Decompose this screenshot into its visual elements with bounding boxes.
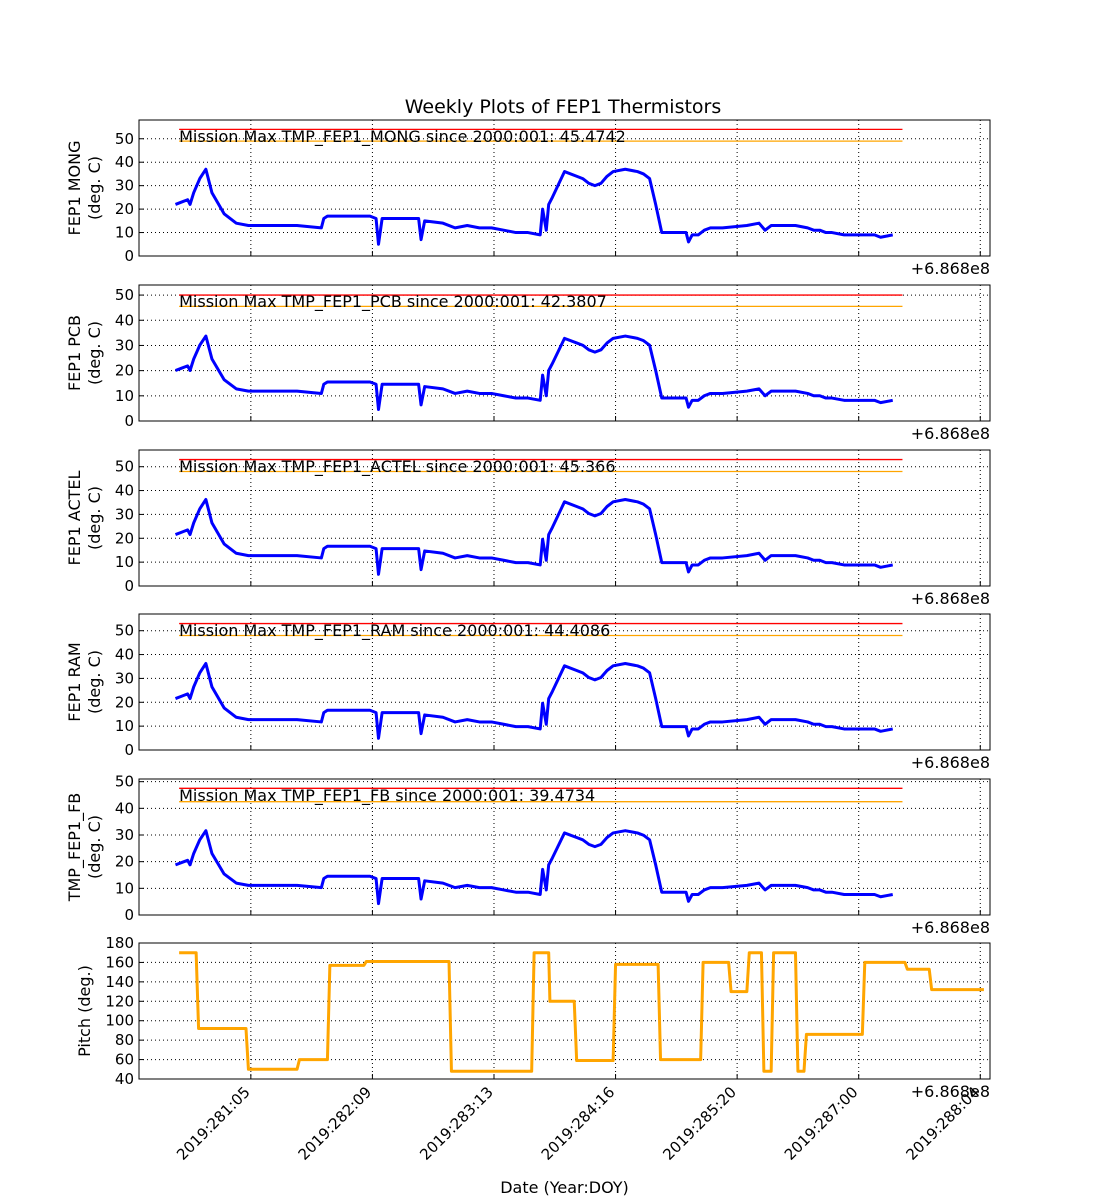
axis-offset-text: +6.868e8: [911, 1082, 990, 1101]
y-tick-label: 0: [124, 906, 134, 924]
series-line-0: [174, 167, 894, 246]
y-axis-label: TMP_FEP1_FB: [65, 793, 85, 903]
series-line-0: [174, 497, 894, 576]
axis-offset-text: +6.868e8: [911, 424, 990, 443]
series-line-0: [174, 829, 894, 906]
axis-offset-text: +6.868e8: [911, 589, 990, 608]
y-tick-label: 10: [115, 224, 134, 242]
y-tick-label: 80: [115, 1031, 134, 1049]
panel-annotation: Mission Max TMP_FEP1_MONG since 2000:001…: [179, 127, 626, 147]
y-tick-label: 10: [115, 879, 134, 897]
y-tick-label: 20: [115, 362, 134, 380]
y-tick-label: 120: [105, 992, 134, 1010]
y-tick-label: 0: [124, 247, 134, 265]
y-tick-label: 30: [115, 336, 134, 354]
axis-offset-text: +6.868e8: [911, 259, 990, 278]
panel-annotation: Mission Max TMP_FEP1_RAM since 2000:001:…: [179, 621, 610, 641]
y-tick-label: 20: [115, 529, 134, 547]
y-tick-label: 50: [115, 286, 134, 304]
y-tick-label: 0: [124, 577, 134, 595]
y-tick-label: 30: [115, 505, 134, 523]
panel-annotation: Mission Max TMP_FEP1_ACTEL since 2000:00…: [179, 457, 615, 477]
y-axis-label: FEP1 PCB: [65, 315, 84, 391]
y-tick-label: 140: [105, 973, 134, 991]
y-tick-label: 40: [115, 1070, 134, 1088]
y-axis-label: (deg. C): [85, 815, 104, 879]
panel-0: 0 10 20 30 40 50 Mission Max TMP_FEP1_MONG sin…: [65, 119, 991, 278]
y-axis-label: (deg. C): [85, 156, 104, 220]
y-tick-label: 10: [115, 553, 134, 571]
y-tick-label: 0: [124, 741, 134, 759]
y-tick-label: 20: [115, 853, 134, 871]
y-tick-label: 20: [115, 693, 134, 711]
y-tick-label: 40: [115, 482, 134, 500]
panel-frame: [138, 942, 991, 1080]
y-tick-label: 50: [115, 773, 134, 791]
series-line-0: [174, 661, 894, 740]
y-tick-label: 10: [115, 387, 134, 405]
panel-2: 0 10 20 30 40 50 Mission Max TMP_FEP1_ACTEL si…: [65, 449, 991, 608]
y-tick-label: 160: [105, 953, 134, 971]
series-line-0: [179, 951, 984, 1073]
y-tick-label: 0: [124, 412, 134, 430]
y-tick-label: 60: [115, 1051, 134, 1069]
y-axis-label: FEP1 ACTEL: [65, 470, 84, 565]
y-tick-label: 20: [115, 200, 134, 218]
panel-3: 0 10 20 30 40 50 Mission Max TMP_FEP1_RAM sinc…: [65, 613, 991, 772]
panel-frame: [138, 449, 991, 587]
panel-frame: [138, 284, 991, 422]
panel-frame: [138, 119, 991, 257]
y-axis-label: FEP1 MONG: [65, 141, 84, 236]
y-tick-label: 100: [105, 1012, 134, 1030]
y-tick-label: 40: [115, 153, 134, 171]
y-tick-label: 40: [115, 311, 134, 329]
y-tick-label: 30: [115, 826, 134, 844]
y-tick-label: 30: [115, 669, 134, 687]
y-axis-label: (deg. C): [85, 650, 104, 714]
y-tick-label: 50: [115, 130, 134, 148]
y-tick-label: 10: [115, 717, 134, 735]
panel-frame: [138, 778, 991, 916]
figure-title: Weekly Plots of FEP1 Thermistors: [405, 96, 722, 118]
axis-offset-text: +6.868e8: [911, 918, 990, 937]
y-tick-label: 50: [115, 622, 134, 640]
y-axis-label: (deg. C): [85, 321, 104, 385]
y-tick-label: 180: [105, 934, 134, 952]
y-tick-label: 30: [115, 177, 134, 195]
panel-1: 0 10 20 30 40 50 Mission Max TMP_FEP1_PCB sinc…: [65, 284, 991, 443]
panel-annotation: Mission Max TMP_FEP1_FB since 2000:001: …: [179, 786, 595, 806]
y-axis-label: (deg. C): [85, 486, 104, 550]
axis-offset-text: +6.868e8: [911, 753, 990, 772]
panel-frame: [138, 613, 991, 751]
y-tick-label: 40: [115, 646, 134, 664]
y-axis-label: Pitch (deg.): [75, 965, 94, 1057]
x-axis-label: Date (Year:DOY): [500, 1178, 629, 1197]
y-tick-label: 50: [115, 458, 134, 476]
panel-4: 0 10 20 30 40 50 Mission Max TMP_FEP1_FB since…: [65, 773, 991, 937]
y-axis-label: FEP1 RAM: [65, 642, 84, 721]
series-line-0: [174, 334, 894, 412]
y-tick-label: 40: [115, 799, 134, 817]
panel-annotation: Mission Max TMP_FEP1_PCB since 2000:001:…: [179, 292, 607, 312]
